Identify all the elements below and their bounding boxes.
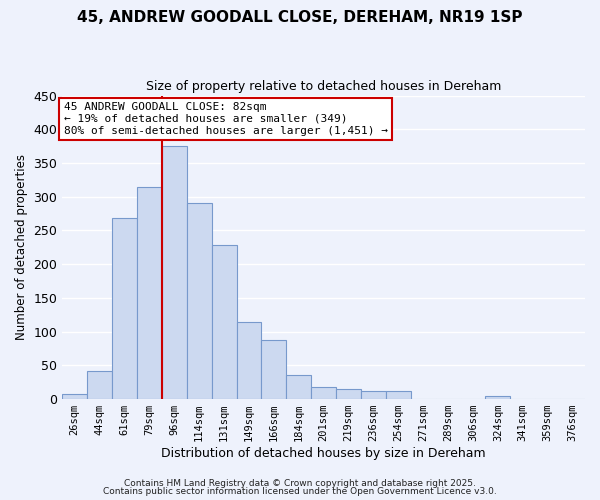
Bar xyxy=(262,340,286,399)
Bar xyxy=(386,391,411,399)
Bar xyxy=(485,396,511,399)
Bar xyxy=(112,218,137,399)
Bar xyxy=(87,371,112,399)
Bar xyxy=(311,387,336,399)
Y-axis label: Number of detached properties: Number of detached properties xyxy=(15,154,28,340)
Bar xyxy=(162,146,187,399)
Bar xyxy=(236,322,262,399)
Bar xyxy=(137,186,162,399)
Bar xyxy=(62,394,87,399)
Bar xyxy=(361,391,386,399)
Bar xyxy=(187,203,212,399)
Title: Size of property relative to detached houses in Dereham: Size of property relative to detached ho… xyxy=(146,80,502,93)
Text: Contains HM Land Registry data © Crown copyright and database right 2025.: Contains HM Land Registry data © Crown c… xyxy=(124,478,476,488)
Text: 45, ANDREW GOODALL CLOSE, DEREHAM, NR19 1SP: 45, ANDREW GOODALL CLOSE, DEREHAM, NR19 … xyxy=(77,10,523,25)
Bar xyxy=(336,389,361,399)
Bar xyxy=(212,244,236,399)
Text: Contains public sector information licensed under the Open Government Licence v3: Contains public sector information licen… xyxy=(103,487,497,496)
Text: 45 ANDREW GOODALL CLOSE: 82sqm
← 19% of detached houses are smaller (349)
80% of: 45 ANDREW GOODALL CLOSE: 82sqm ← 19% of … xyxy=(64,102,388,136)
Bar xyxy=(286,376,311,399)
X-axis label: Distribution of detached houses by size in Dereham: Distribution of detached houses by size … xyxy=(161,447,486,460)
